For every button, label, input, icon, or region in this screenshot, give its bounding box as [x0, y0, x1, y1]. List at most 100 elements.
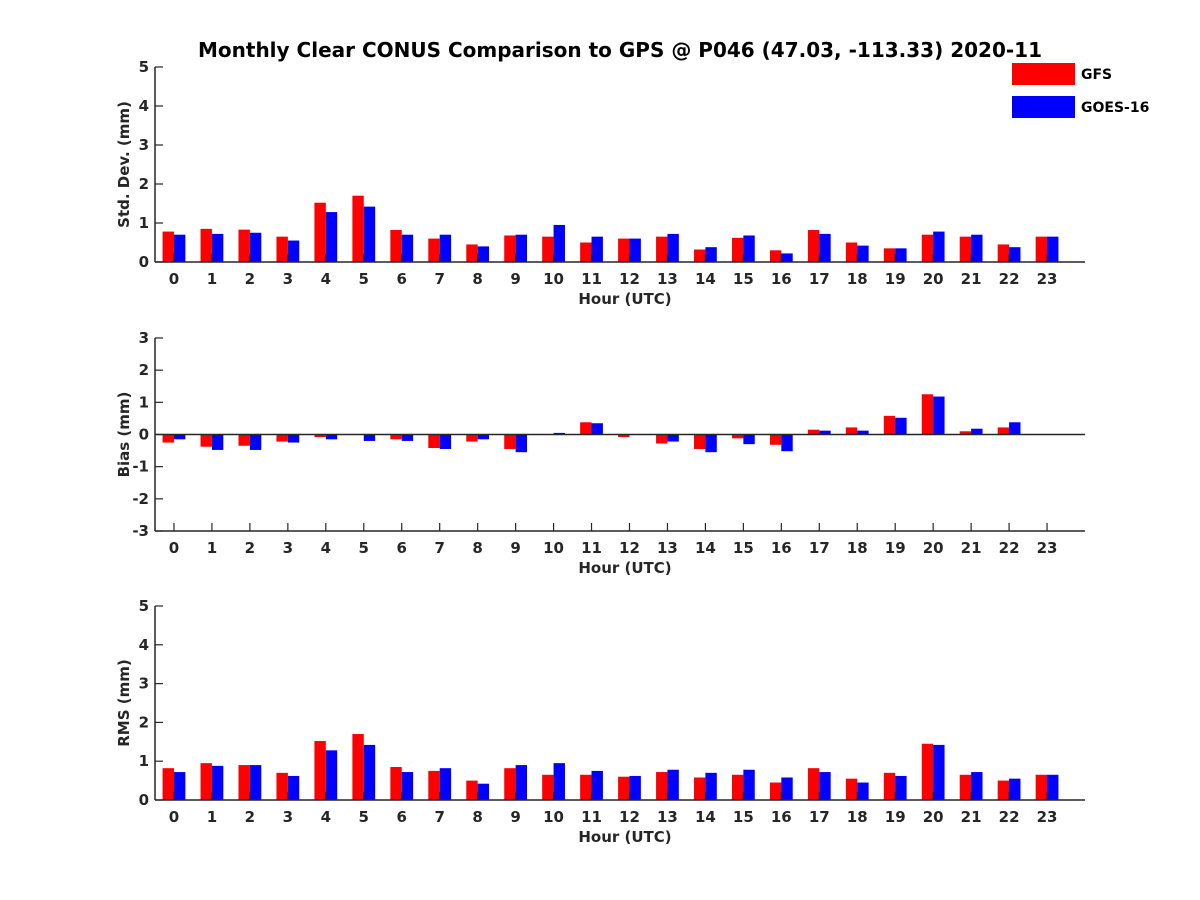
bar-goes-16-hour-9	[515, 234, 527, 262]
bar-goes-16-hour-7	[439, 768, 452, 800]
x-tick-label: 17	[809, 808, 830, 826]
bar-goes-16-hour-6	[401, 434, 414, 441]
bar-goes-16-hour-4	[325, 434, 338, 440]
bar-gfs-hour-16	[769, 434, 782, 445]
bar-gfs-hour-12	[618, 776, 630, 800]
bar-goes-16-hour-8	[477, 783, 490, 800]
bar-gfs-hour-7	[428, 238, 440, 262]
bar-gfs-hour-5	[352, 734, 364, 800]
y-tick-label: -2	[132, 490, 149, 508]
bar-gfs-hour-3	[276, 772, 288, 800]
bar-gfs-hour-21	[959, 236, 972, 262]
bar-goes-16-hour-11	[591, 236, 603, 262]
bar-gfs-hour-8	[466, 434, 478, 442]
bar-gfs-hour-14	[694, 434, 706, 449]
bar-gfs-hour-20	[921, 394, 934, 435]
y-tick-label: 3	[139, 675, 149, 693]
y-tick-label: 0	[139, 426, 149, 444]
x-tick-label: 5	[359, 270, 369, 288]
bar-gfs-hour-22	[997, 427, 1010, 435]
bar-goes-16-hour-2	[249, 765, 262, 800]
x-tick-label: 14	[695, 808, 716, 826]
bar-gfs-hour-9	[504, 235, 516, 262]
x-tick-label: 21	[961, 808, 982, 826]
x-tick-label: 12	[619, 270, 640, 288]
bar-goes-16-hour-1	[211, 765, 224, 800]
bar-goes-16-hour-23	[1047, 774, 1059, 800]
bar-gfs-hour-0	[162, 434, 174, 443]
bar-gfs-hour-11	[580, 774, 592, 800]
x-tick-label: 4	[321, 539, 331, 557]
bar-gfs-hour-19	[883, 772, 896, 800]
y-tick-label: 1	[139, 214, 149, 232]
bar-goes-16-hour-8	[477, 246, 490, 262]
x-tick-label: 18	[847, 270, 868, 288]
x-tick-label: 5	[359, 808, 369, 826]
x-tick-label: 20	[923, 808, 944, 826]
bar-goes-16-hour-1	[211, 233, 224, 262]
bar-gfs-hour-16	[769, 250, 782, 262]
x-tick-label: 3	[283, 808, 293, 826]
bar-goes-16-hour-17	[819, 233, 831, 262]
bar-goes-16-hour-3	[287, 240, 300, 262]
bar-gfs-hour-3	[276, 434, 288, 442]
y-tick-label: 2	[139, 175, 149, 193]
bar-gfs-hour-23	[1035, 236, 1048, 262]
x-tick-label: 4	[321, 270, 331, 288]
bar-gfs-hour-9	[504, 434, 516, 449]
x-tick-label: 2	[245, 808, 255, 826]
x-tick-label: 13	[657, 808, 678, 826]
bar-gfs-hour-2	[238, 434, 250, 446]
bar-gfs-hour-7	[428, 770, 440, 800]
legend-swatch-goes-16	[1012, 96, 1075, 118]
y-axis-label: RMS (mm)	[115, 659, 133, 746]
x-tick-label: 17	[809, 539, 830, 557]
bar-goes-16-hour-19	[895, 248, 907, 262]
bar-gfs-hour-21	[959, 431, 972, 435]
bar-goes-16-hour-16	[781, 434, 793, 452]
x-tick-label: 5	[359, 539, 369, 557]
bar-gfs-hour-18	[845, 242, 858, 262]
x-tick-label: 19	[885, 270, 906, 288]
x-tick-label: 16	[771, 270, 792, 288]
x-tick-label: 2	[245, 539, 255, 557]
x-tick-label: 7	[434, 539, 444, 557]
y-tick-label: 4	[139, 97, 149, 115]
x-tick-label: 0	[169, 808, 179, 826]
x-tick-label: 15	[733, 808, 754, 826]
bar-gfs-hour-13	[656, 236, 668, 262]
x-tick-label: 4	[321, 808, 331, 826]
bar-goes-16-hour-22	[1009, 422, 1021, 435]
bar-goes-16-hour-12	[629, 775, 641, 800]
bar-goes-16-hour-5	[363, 744, 376, 800]
bar-goes-16-hour-9	[515, 434, 527, 453]
bar-gfs-hour-22	[997, 244, 1010, 262]
bar-goes-16-hour-15	[743, 235, 755, 262]
bar-gfs-hour-2	[238, 765, 250, 800]
x-tick-label: 3	[283, 270, 293, 288]
bar-gfs-hour-15	[731, 237, 744, 262]
bar-gfs-hour-7	[428, 434, 440, 449]
bar-goes-16-hour-6	[401, 234, 414, 262]
bar-gfs-hour-4	[314, 741, 326, 800]
bar-gfs-hour-12	[618, 434, 630, 438]
bar-gfs-hour-5	[352, 195, 364, 262]
bar-goes-16-hour-7	[439, 234, 452, 262]
bar-gfs-hour-3	[276, 236, 288, 262]
bar-gfs-hour-1	[200, 763, 212, 800]
bar-gfs-hour-0	[162, 231, 174, 262]
bar-goes-16-hour-18	[857, 245, 869, 262]
bar-goes-16-hour-19	[895, 775, 907, 800]
y-tick-label: 4	[139, 636, 149, 654]
x-tick-label: 7	[434, 270, 444, 288]
x-tick-label: 9	[510, 808, 520, 826]
x-tick-label: 0	[169, 270, 179, 288]
bar-goes-16-hour-20	[933, 744, 945, 800]
bar-goes-16-hour-6	[401, 772, 414, 800]
x-tick-label: 10	[543, 808, 564, 826]
bar-goes-16-hour-22	[1009, 778, 1021, 800]
x-tick-label: 6	[397, 808, 407, 826]
x-tick-label: 19	[885, 808, 906, 826]
x-tick-label: 11	[581, 808, 602, 826]
bar-goes-16-hour-4	[325, 212, 338, 262]
